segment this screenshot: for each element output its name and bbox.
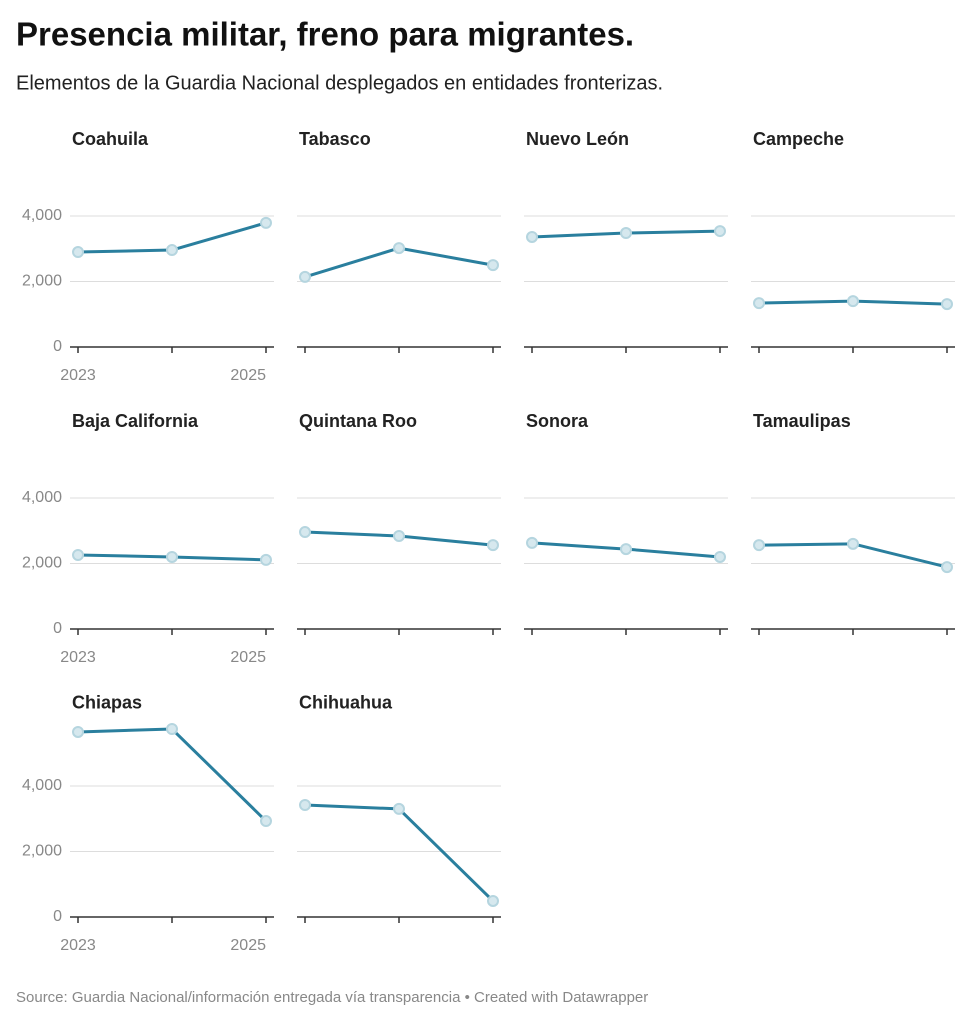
source: Source: Guardia Nacional/información ent…	[16, 989, 648, 1006]
panel-title: Tamaulipas	[753, 411, 851, 431]
panel-title: Chiapas	[72, 692, 142, 712]
point	[393, 802, 405, 815]
point	[526, 536, 538, 549]
point	[714, 550, 726, 563]
panel-title: Baja California	[72, 411, 199, 431]
point	[260, 815, 272, 828]
line	[304, 803, 495, 903]
point	[714, 225, 726, 238]
point	[753, 297, 765, 310]
point	[487, 539, 499, 552]
panel-title: Nuevo León	[526, 129, 629, 149]
point	[393, 529, 405, 542]
point	[299, 526, 311, 539]
y-tick-label: 2,000	[22, 555, 62, 572]
point	[299, 270, 311, 283]
point	[393, 242, 405, 255]
x-tick-label: 2023	[60, 367, 96, 384]
y-tick-label: 0	[53, 620, 62, 637]
panel-title: Quintana Roo	[299, 411, 417, 431]
y-tick-label: 0	[53, 338, 62, 355]
point	[166, 244, 178, 257]
y-tick-label: 4,000	[22, 207, 62, 224]
panel-title: Tabasco	[299, 129, 371, 149]
y-tick-label: 4,000	[22, 489, 62, 506]
y-tick-label: 2,000	[22, 273, 62, 290]
point	[847, 537, 859, 550]
point	[166, 723, 178, 736]
page-title: Presencia militar, freno para migrantes.	[16, 16, 634, 53]
point	[620, 543, 632, 556]
point	[72, 725, 84, 738]
point	[299, 798, 311, 811]
panel-title: Campeche	[753, 129, 844, 149]
point	[487, 894, 499, 907]
point	[487, 259, 499, 272]
point	[847, 295, 859, 308]
y-tick-label: 0	[53, 908, 62, 925]
point	[753, 539, 765, 552]
x-tick-label: 2023	[60, 937, 96, 954]
panel-title: Sonora	[526, 411, 589, 431]
x-tick-label: 2025	[230, 937, 266, 954]
panel-title: Chihuahua	[299, 692, 393, 712]
x-tick-label: 2025	[230, 649, 266, 666]
y-tick-label: 2,000	[22, 843, 62, 860]
point	[72, 548, 84, 561]
point	[260, 553, 272, 566]
point	[260, 216, 272, 229]
point	[72, 246, 84, 259]
x-tick-label: 2025	[230, 367, 266, 384]
point	[166, 550, 178, 563]
point	[941, 298, 953, 311]
x-tick-label: 2023	[60, 649, 96, 666]
line	[77, 727, 268, 823]
y-tick-label: 4,000	[22, 777, 62, 794]
page-subtitle: Elementos de la Guardia Nacional despleg…	[16, 72, 663, 94]
point	[941, 561, 953, 574]
panel-title: Coahuila	[72, 129, 149, 149]
point	[526, 230, 538, 243]
point	[620, 227, 632, 240]
